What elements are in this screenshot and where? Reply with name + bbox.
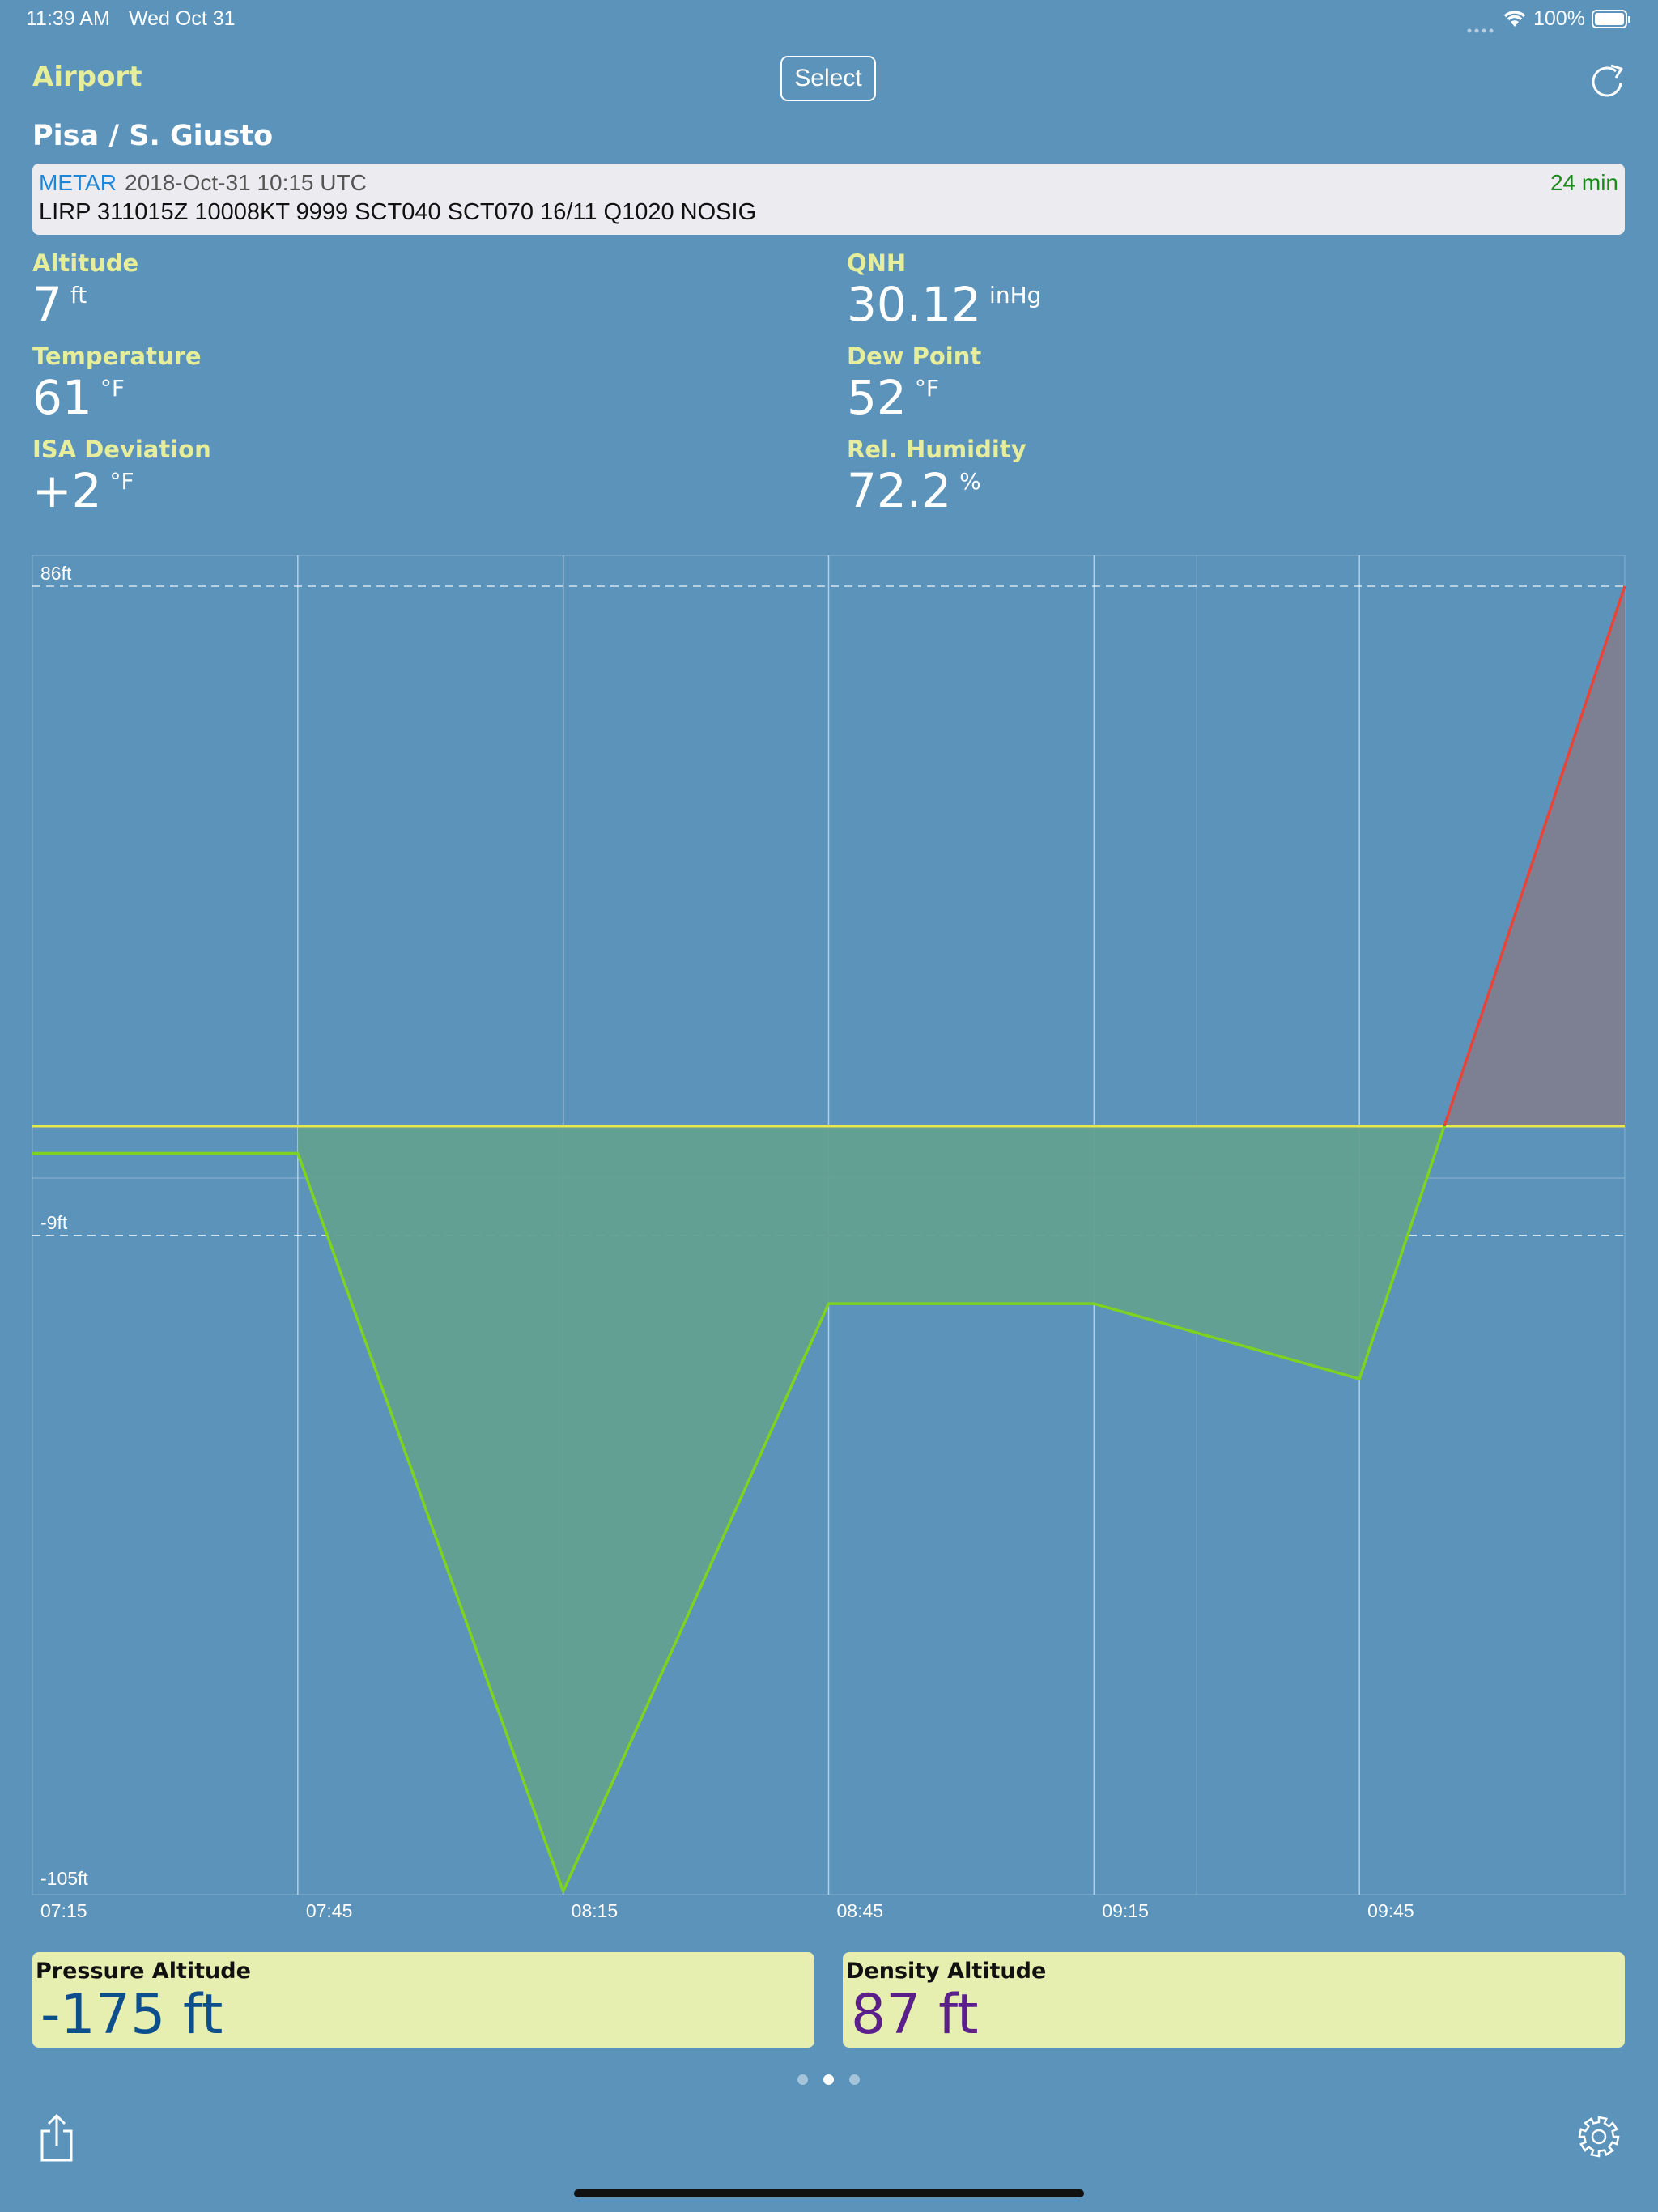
pressure-altitude-title: Pressure Altitude <box>36 1959 251 1984</box>
metar-tag: METAR <box>39 170 117 195</box>
metar-age: 24 min <box>1550 170 1618 195</box>
below-baseline-area <box>297 1125 1445 1891</box>
pressure-altitude-value: -175 ft <box>40 1983 223 2047</box>
wifi-icon <box>1503 9 1527 28</box>
density-altitude-title: Density Altitude <box>846 1959 1047 1984</box>
x-tick-label: 09:15 <box>1102 1900 1149 1921</box>
temperature-reading: Temperature 61 °F <box>32 342 202 425</box>
gear-icon[interactable] <box>1576 2114 1622 2159</box>
page-dot[interactable] <box>797 2074 808 2085</box>
station-name: Pisa / S. Giusto <box>32 120 274 152</box>
isa-deviation-reading: ISA Deviation +2 °F <box>32 436 211 518</box>
qnh-label: QNH <box>847 249 907 277</box>
dew-point-unit: °F <box>914 375 939 402</box>
altitude-reading: Altitude 7 ft <box>32 249 138 332</box>
temperature-unit: °F <box>100 375 125 402</box>
rising-segment <box>1443 585 1626 1127</box>
y-axis-label: -105ft <box>40 1868 88 1889</box>
x-tick-label: 08:45 <box>837 1900 884 1921</box>
x-tick-label: 08:15 <box>572 1900 619 1921</box>
home-indicator <box>574 2189 1084 2197</box>
battery-percent: 100% <box>1533 7 1585 30</box>
density-altitude-series-line <box>32 1125 1446 1893</box>
metar-issued: 2018-Oct-31 10:15 UTC <box>125 170 367 195</box>
battery-icon <box>1592 10 1632 29</box>
status-date: Wed Oct 31 <box>129 7 236 30</box>
metar-box: METAR 2018-Oct-31 10:15 UTC 24 min LIRP … <box>32 164 1625 235</box>
page-dot[interactable] <box>823 2074 834 2085</box>
x-tick-label: 07:15 <box>40 1900 87 1921</box>
qnh-value: 30.12 inHg <box>847 277 1042 332</box>
metar-raw: LIRP 311015Z 10008KT 9999 SCT040 SCT070 … <box>39 199 757 225</box>
humidity-reading: Rel. Humidity 72.2% <box>847 436 1027 518</box>
select-button[interactable]: Select <box>780 56 876 101</box>
qnh-reading: QNH 30.12 inHg <box>847 249 1041 332</box>
humidity-label: Rel. Humidity <box>847 436 1027 463</box>
status-time: 11:39 AM <box>26 7 110 30</box>
dew-point-reading: Dew Point 52 °F <box>847 342 981 425</box>
airport-back-button[interactable]: Airport <box>32 61 142 93</box>
qnh-unit: inHg <box>989 282 1042 308</box>
x-tick-label: 09:45 <box>1367 1900 1414 1921</box>
dew-point-value: 52 °F <box>847 370 939 425</box>
temperature-label: Temperature <box>32 342 202 370</box>
share-icon[interactable] <box>39 2113 74 2162</box>
dew-point-label: Dew Point <box>847 342 982 370</box>
pressure-altitude-card: Pressure Altitude -175 ft <box>32 1952 814 2048</box>
humidity-value: 72.2% <box>847 463 981 518</box>
y-axis-label: 86ft <box>40 563 72 584</box>
isa-deviation-unit: °F <box>109 468 134 495</box>
isa-deviation-label: ISA Deviation <box>32 436 211 463</box>
humidity-unit: % <box>959 468 981 495</box>
temperature-value: 61 °F <box>32 370 125 425</box>
refresh-icon[interactable] <box>1592 62 1626 97</box>
isa-deviation-value: +2 °F <box>32 463 134 518</box>
x-tick-label: 07:45 <box>306 1900 353 1921</box>
altitude-label: Altitude <box>32 249 139 277</box>
y-axis-label: -9ft <box>40 1212 68 1233</box>
cellular-signal-icon <box>1467 21 1494 33</box>
density-altitude-card: Density Altitude 87 ft <box>843 1952 1625 2048</box>
page-dot[interactable] <box>849 2074 860 2085</box>
altitude-unit: ft <box>70 282 87 308</box>
density-altitude-value: 87 ft <box>851 1983 979 2047</box>
altitude-value: 7 ft <box>32 277 87 332</box>
